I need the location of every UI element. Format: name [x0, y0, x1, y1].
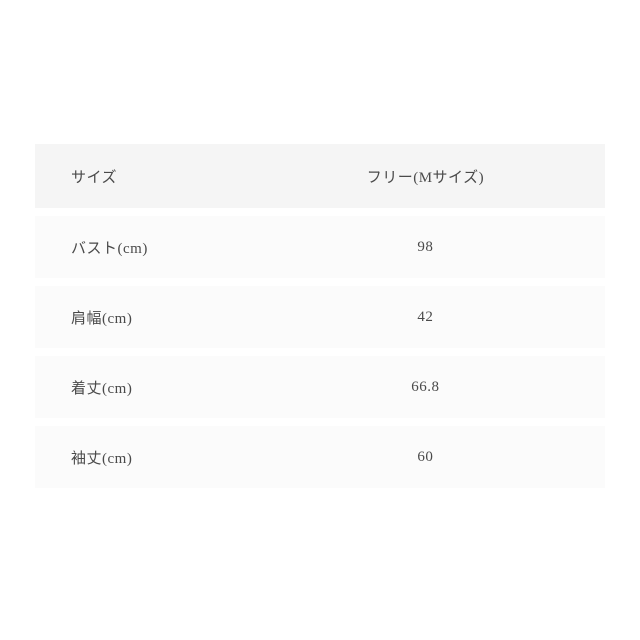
size-table: サイズ フリー(Mサイズ) バスト(cm) 98 肩幅(cm) 42 着丈(cm…	[35, 144, 605, 496]
table-row: 袖丈(cm) 60	[35, 426, 605, 488]
row-value: 66.8	[286, 379, 605, 396]
row-label: バスト(cm)	[35, 237, 286, 258]
row-label: 袖丈(cm)	[35, 447, 286, 468]
row-value: 60	[286, 449, 605, 466]
table-row: 着丈(cm) 66.8	[35, 356, 605, 418]
row-value: 42	[286, 309, 605, 326]
row-label: 肩幅(cm)	[35, 307, 286, 328]
table-row: バスト(cm) 98	[35, 216, 605, 278]
row-label: 着丈(cm)	[35, 377, 286, 398]
table-row: 肩幅(cm) 42	[35, 286, 605, 348]
row-value: 98	[286, 239, 605, 256]
header-label: サイズ	[35, 166, 286, 187]
table-header-row: サイズ フリー(Mサイズ)	[35, 144, 605, 208]
header-value: フリー(Mサイズ)	[286, 166, 605, 187]
